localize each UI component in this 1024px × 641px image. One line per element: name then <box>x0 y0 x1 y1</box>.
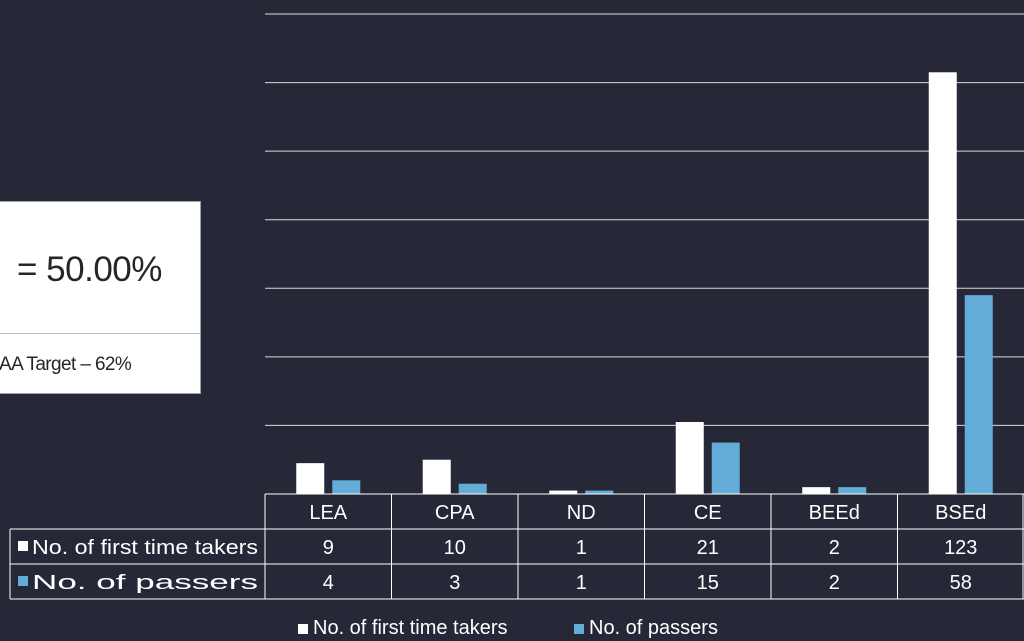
bar-passers-cpa <box>458 483 487 494</box>
table-legend-swatch <box>18 576 28 586</box>
table-value: 4 <box>323 572 334 594</box>
table-value: 123 <box>944 537 977 559</box>
table-series-label: No. of passers <box>32 572 258 594</box>
passing-rate-value: = 50.00% <box>17 250 162 289</box>
legend-item: No. of passers <box>574 617 718 640</box>
table-value: 58 <box>950 572 972 594</box>
legend-label: No. of passers <box>589 617 718 639</box>
gridlines <box>265 13 1024 426</box>
chart-legend: No. of first time takers No. of passers <box>0 617 1024 641</box>
legend-swatch <box>298 623 308 634</box>
table-value: 10 <box>444 537 466 559</box>
legend-item: No. of first time takers <box>298 617 508 640</box>
table-value: 1 <box>576 537 587 559</box>
passing-rate-callout: = 50.00% AA Target – 62% <box>0 201 201 394</box>
bar-passers-lea <box>332 480 361 494</box>
bar-passers-nd <box>585 490 614 494</box>
legend-swatch <box>574 623 584 634</box>
category-label: LEA <box>309 502 347 524</box>
table-legend-swatch <box>18 541 28 551</box>
category-label: BEEd <box>809 502 860 524</box>
bars <box>296 72 993 495</box>
legend-label: No. of first time takers <box>313 617 508 639</box>
bar-first-time-takers-beed <box>802 487 831 494</box>
data-table: LEA CPA ND CE BEEd BSEd No. of first time take… <box>9 493 1024 600</box>
category-label: CE <box>694 502 722 524</box>
bar-first-time-takers-lea <box>296 463 325 494</box>
category-label: ND <box>567 502 596 524</box>
bar-passers-beed <box>838 487 867 494</box>
bar-first-time-takers-nd <box>549 490 578 494</box>
table-series-label: No. of first time takers <box>32 537 258 559</box>
table-value: 1 <box>576 572 587 594</box>
table-value: 9 <box>323 537 334 559</box>
callout-divider <box>0 333 200 334</box>
table-value: 3 <box>449 572 460 594</box>
table-value: 2 <box>829 572 840 594</box>
aa-target-label: AA Target – 62% <box>0 354 132 375</box>
table-value: 15 <box>697 572 719 594</box>
bar-passers-ce <box>711 442 740 494</box>
category-label: BSEd <box>935 502 986 524</box>
bar-passers-bsed <box>964 295 993 494</box>
bar-first-time-takers-cpa <box>422 459 451 494</box>
bar-first-time-takers-bsed <box>928 72 957 495</box>
table-value: 21 <box>697 537 719 559</box>
table-value: 2 <box>829 537 840 559</box>
bar-chart: LEA CPA ND CE BEEd BSEd No. of first time take… <box>9 13 1024 600</box>
category-label: CPA <box>435 502 475 524</box>
bar-first-time-takers-ce <box>675 422 704 494</box>
